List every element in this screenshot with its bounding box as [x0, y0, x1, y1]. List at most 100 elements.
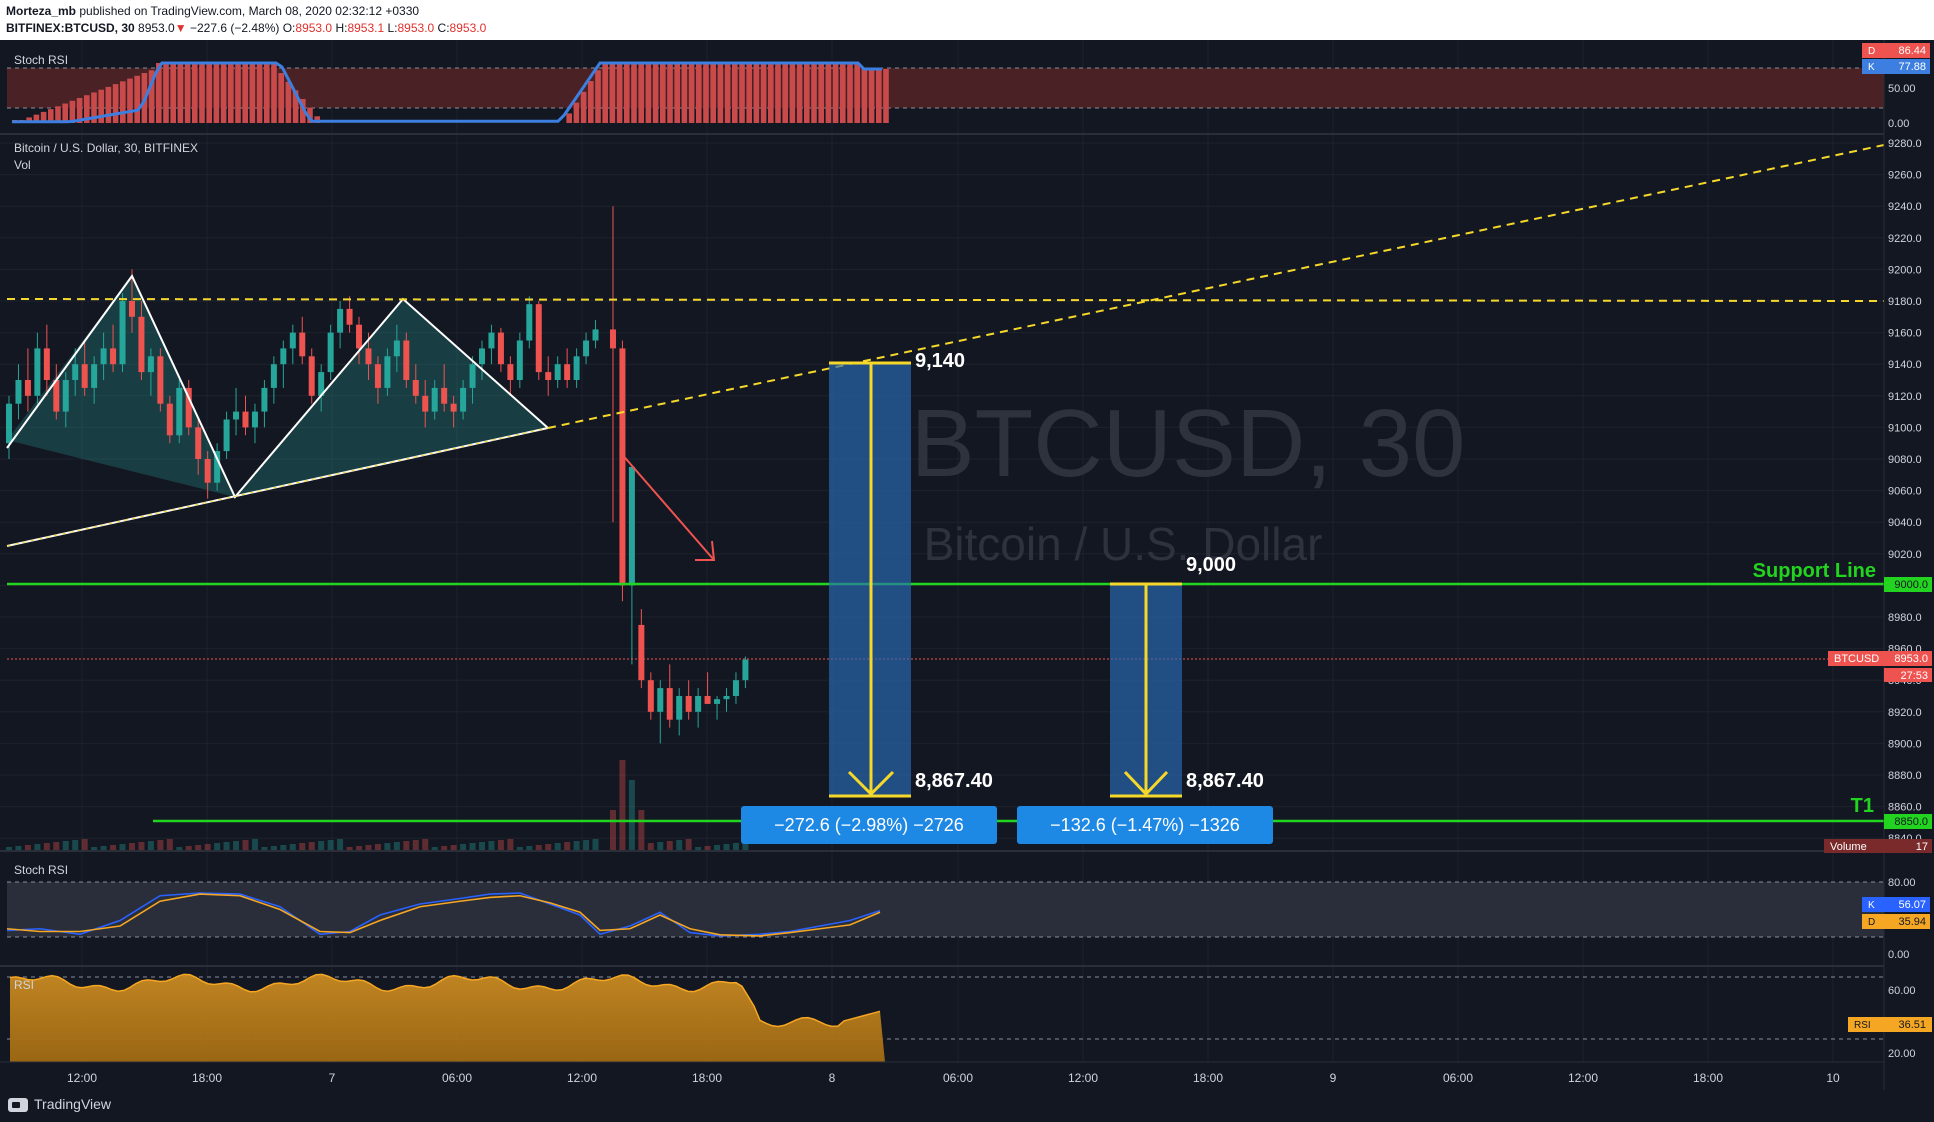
candle[interactable] [431, 387, 438, 412]
candle[interactable] [81, 364, 88, 388]
candle[interactable] [223, 419, 230, 452]
candle[interactable] [308, 356, 315, 396]
candle[interactable] [403, 340, 410, 381]
candle[interactable] [138, 316, 145, 373]
candle[interactable] [516, 340, 523, 381]
candle[interactable] [62, 380, 69, 412]
candle[interactable] [6, 403, 12, 444]
candle[interactable] [676, 696, 683, 720]
candle[interactable] [128, 301, 135, 317]
measure-1-readout[interactable] [741, 806, 997, 844]
candle[interactable] [592, 329, 599, 341]
candle[interactable] [647, 680, 654, 712]
candle[interactable] [497, 332, 504, 365]
candle[interactable] [422, 395, 429, 412]
candle[interactable] [15, 380, 22, 404]
candle[interactable] [43, 348, 50, 380]
candle[interactable] [554, 364, 561, 380]
volume-bar [393, 842, 400, 850]
candle[interactable] [583, 340, 590, 357]
candle[interactable] [24, 380, 31, 396]
volume-bar [497, 840, 504, 850]
candle[interactable] [261, 387, 268, 412]
candle[interactable] [479, 348, 485, 365]
rising-trendline[interactable] [6, 427, 549, 547]
candle[interactable] [374, 364, 381, 388]
candle[interactable] [384, 356, 391, 388]
candle[interactable] [119, 301, 126, 365]
rsi-area [10, 974, 885, 1062]
candle[interactable] [685, 696, 692, 712]
candle[interactable] [545, 372, 552, 380]
trendline-extension[interactable] [547, 144, 1885, 429]
candle[interactable] [147, 356, 154, 373]
candle[interactable] [299, 332, 306, 357]
candle[interactable] [638, 624, 645, 681]
candle[interactable] [157, 356, 164, 404]
candle[interactable] [166, 403, 173, 436]
price-axis[interactable]: 9280.0 9260.0 9240.0 9220.0 9200.0 9180.0 9160… [1824, 40, 1932, 1090]
candle[interactable] [628, 466, 635, 586]
candle[interactable] [393, 340, 400, 357]
candle[interactable] [214, 451, 221, 483]
resistance-line[interactable] [6, 298, 1885, 302]
candle[interactable] [251, 411, 258, 428]
candle[interactable] [488, 332, 495, 349]
stoch-top-bar [184, 63, 191, 123]
candle[interactable] [337, 308, 344, 333]
stoch-bottom-k-label: K [1868, 900, 1875, 911]
volume-bar [214, 843, 221, 850]
price-tick: 9160.0 [1888, 328, 1922, 340]
candle[interactable] [704, 696, 711, 704]
candle[interactable] [441, 387, 448, 404]
candle[interactable] [714, 699, 721, 704]
candle[interactable] [53, 380, 60, 412]
chart-canvas[interactable]: Stoch RSI BTCUSD, 30 Bitcoin / U.S. Doll… [0, 40, 1934, 1122]
candle[interactable] [204, 459, 211, 483]
candle[interactable] [356, 324, 363, 349]
candle[interactable] [280, 348, 287, 365]
candle[interactable] [609, 329, 616, 349]
candle[interactable] [469, 364, 476, 388]
stoch-bottom-d-label: D [1868, 917, 1875, 928]
candle[interactable] [573, 356, 580, 380]
candle[interactable] [327, 332, 334, 373]
candle[interactable] [564, 364, 571, 380]
stoch-top-bar [566, 113, 572, 123]
candle[interactable] [535, 304, 542, 373]
symbol-name[interactable]: BITFINEX:BTCUSD, 30 [6, 21, 135, 35]
candle[interactable] [233, 411, 240, 420]
candle[interactable] [526, 304, 533, 341]
candle[interactable] [507, 364, 514, 380]
candle[interactable] [666, 688, 673, 720]
measure-2-readout[interactable] [1017, 806, 1273, 844]
candle[interactable] [460, 387, 467, 412]
candle[interactable] [346, 308, 353, 325]
candle[interactable] [619, 348, 626, 586]
candle[interactable] [695, 696, 702, 712]
candle[interactable] [34, 348, 41, 396]
candle[interactable] [195, 427, 202, 459]
candle[interactable] [242, 411, 249, 428]
publisher-name[interactable]: Morteza_mb [6, 4, 77, 18]
candle[interactable] [723, 696, 730, 700]
candle[interactable] [91, 364, 98, 388]
candle[interactable] [270, 364, 277, 388]
stoch-top-bar [638, 63, 644, 123]
candle[interactable] [657, 688, 664, 712]
candle[interactable] [100, 348, 107, 365]
candle[interactable] [176, 387, 183, 436]
candle[interactable] [742, 659, 749, 681]
tradingview-logo[interactable]: TradingView [8, 1096, 111, 1113]
candle[interactable] [450, 403, 457, 412]
candle[interactable] [732, 680, 739, 696]
time-tick: 7 [329, 1071, 336, 1085]
candle[interactable] [412, 380, 419, 396]
time-axis[interactable]: 12:00 18:00 7 06:00 12:00 18:00 8 06:00 12:00 18:… [67, 1071, 1840, 1085]
candle[interactable] [365, 348, 372, 365]
candle[interactable] [110, 348, 117, 365]
candle[interactable] [72, 364, 79, 380]
candle[interactable] [185, 387, 192, 428]
candle[interactable] [318, 372, 325, 396]
candle[interactable] [289, 332, 296, 349]
